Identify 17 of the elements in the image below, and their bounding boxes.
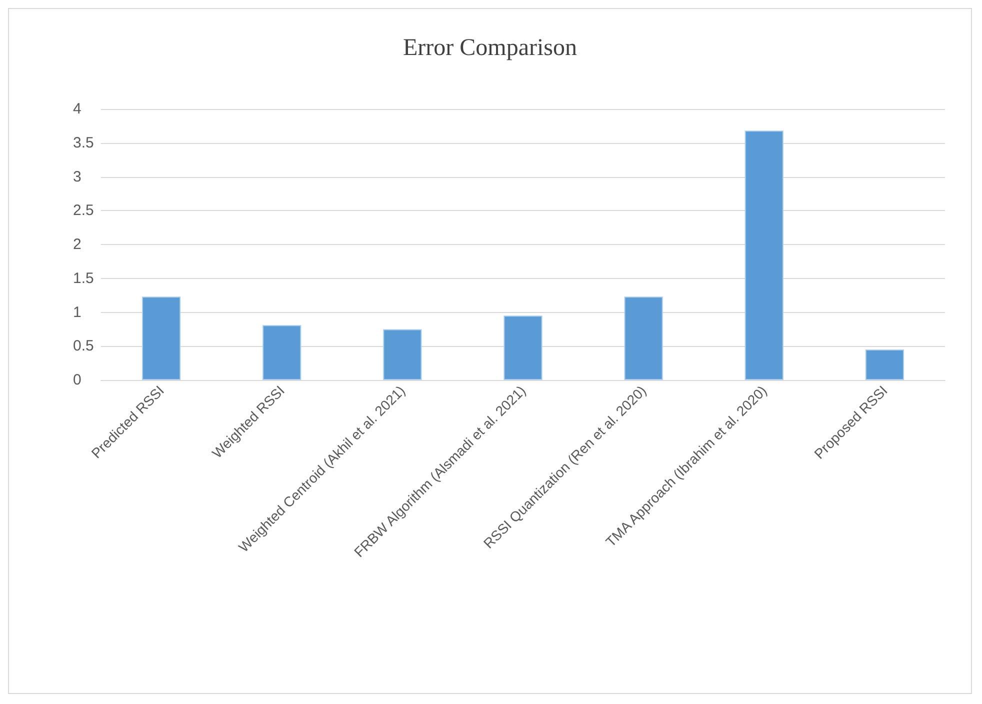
bar xyxy=(383,329,422,380)
y-tick-label: 1 xyxy=(73,304,82,321)
y-tick-label: 2 xyxy=(73,236,82,253)
bar xyxy=(504,316,542,380)
y-tick-label: 4 xyxy=(73,100,82,118)
y-tick-label: 3.5 xyxy=(73,134,94,152)
bar xyxy=(865,350,904,380)
bar xyxy=(744,130,784,380)
chart-title: Error Comparison xyxy=(403,35,577,61)
y-tick-label: 1.5 xyxy=(73,270,94,287)
y-tick-label: 0 xyxy=(73,372,82,388)
y-tick-label: 3 xyxy=(73,168,82,186)
y-tick-label: 2.5 xyxy=(73,202,94,220)
bar xyxy=(624,296,663,380)
bar xyxy=(262,325,302,380)
y-tick-label: 0.5 xyxy=(73,338,94,355)
bar xyxy=(142,296,181,380)
